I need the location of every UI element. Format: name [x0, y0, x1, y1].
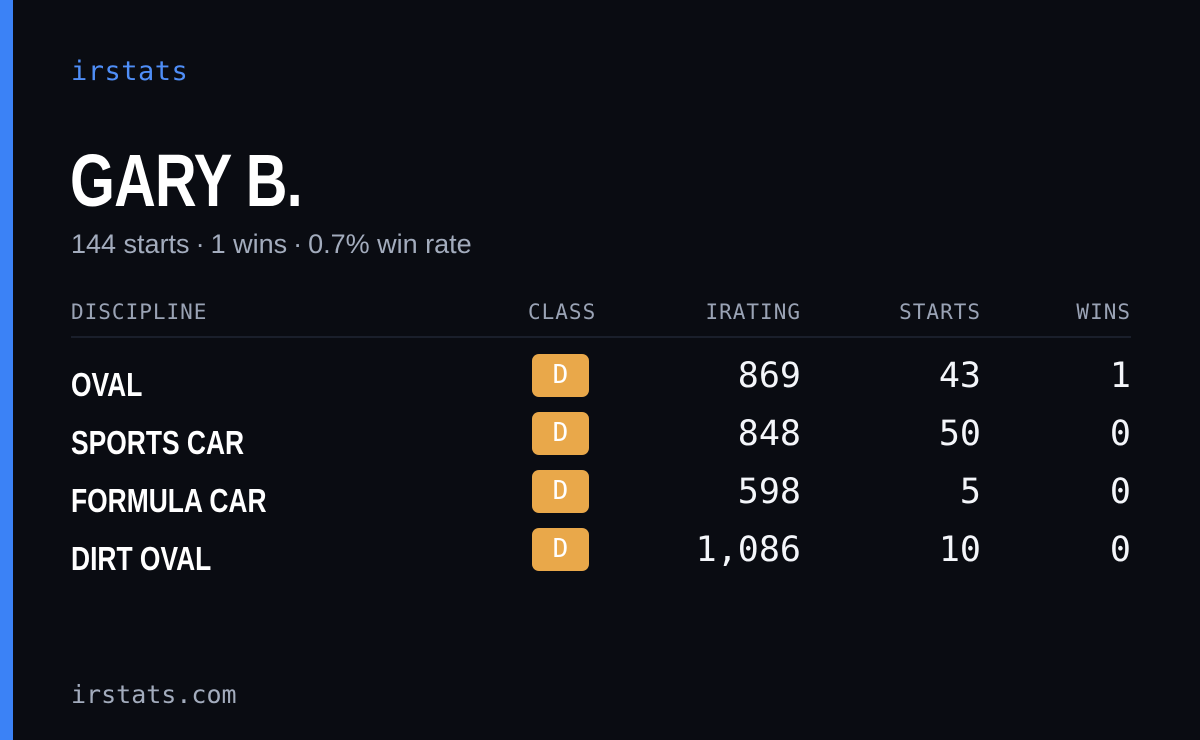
- summary-separator: ·: [293, 229, 303, 259]
- discipline-name: FORMULA CAR: [71, 482, 267, 519]
- accent-bar: [0, 0, 13, 740]
- driver-name: GARY B.: [70, 139, 303, 222]
- summary-wins: 1 wins: [210, 229, 288, 259]
- starts-value: 5: [959, 472, 981, 512]
- brand-logo-text: irstats: [71, 56, 189, 87]
- class-badge: D: [532, 354, 589, 397]
- footer-domain: irstats.com: [71, 680, 237, 709]
- table-row: OVAL D 869 43 1: [71, 354, 1131, 412]
- header-irating: IRATING: [705, 300, 801, 324]
- irating-value: 1,086: [695, 530, 801, 570]
- wins-value: 1: [1109, 356, 1131, 396]
- irating-value: 598: [737, 472, 801, 512]
- class-badge: D: [532, 528, 589, 571]
- discipline-name: OVAL: [71, 366, 143, 403]
- table-row: FORMULA CAR D 598 5 0: [71, 470, 1131, 528]
- driver-summary: 144 starts · 1 wins · 0.7% win rate: [71, 229, 472, 260]
- summary-win-rate: 0.7% win rate: [308, 229, 472, 259]
- table-body: OVAL D 869 43 1 SPORTS CAR D 848 50 0 FO…: [71, 354, 1131, 586]
- class-badge: D: [532, 412, 589, 455]
- summary-separator: ·: [195, 229, 205, 259]
- starts-value: 10: [938, 530, 981, 570]
- wins-value: 0: [1109, 530, 1131, 570]
- table-header: DISCIPLINE CLASS IRATING STARTS WINS: [71, 296, 1131, 338]
- header-discipline: DISCIPLINE: [71, 300, 208, 324]
- irating-value: 848: [737, 414, 801, 454]
- wins-value: 0: [1109, 472, 1131, 512]
- header-starts: STARTS: [899, 300, 981, 324]
- class-badge: D: [532, 470, 589, 513]
- header-wins: WINS: [1076, 300, 1131, 324]
- wins-value: 0: [1109, 414, 1131, 454]
- table-row: DIRT OVAL D 1,086 10 0: [71, 528, 1131, 586]
- discipline-table: DISCIPLINE CLASS IRATING STARTS WINS OVA…: [71, 296, 1131, 586]
- table-row: SPORTS CAR D 848 50 0: [71, 412, 1131, 470]
- header-class: CLASS: [528, 300, 597, 324]
- discipline-name: DIRT OVAL: [71, 540, 212, 577]
- starts-value: 43: [938, 356, 981, 396]
- starts-value: 50: [938, 414, 981, 454]
- irating-value: 869: [737, 356, 801, 396]
- summary-starts: 144 starts: [71, 229, 190, 259]
- discipline-name: SPORTS CAR: [71, 424, 245, 461]
